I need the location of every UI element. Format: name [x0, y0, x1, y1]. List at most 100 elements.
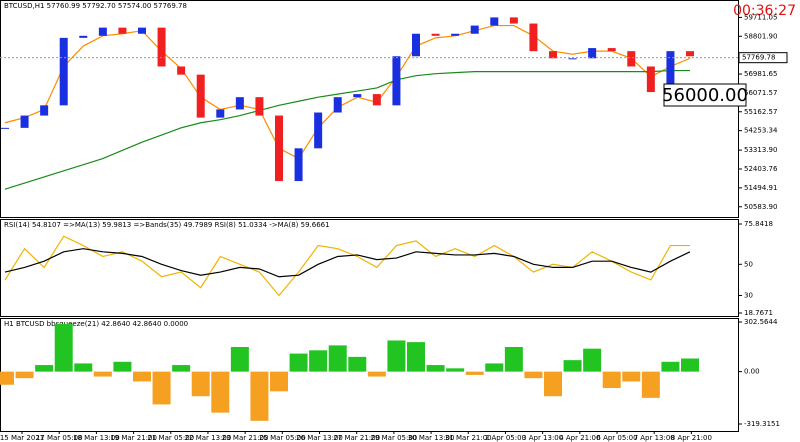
indicator-line — [4, 69, 690, 190]
x-tick-label: 15 Mar 2021 — [0, 434, 44, 442]
histogram-bar — [191, 371, 210, 397]
histogram-bar — [641, 371, 660, 398]
histogram-bar — [172, 365, 191, 372]
histogram-bar — [348, 356, 367, 372]
histogram-bar — [15, 371, 34, 379]
annotation: 56000.00 — [662, 85, 748, 106]
candle-body — [196, 74, 205, 118]
candle-body — [118, 27, 127, 34]
candle-body — [314, 112, 323, 149]
candle-body — [451, 33, 460, 36]
histogram-bar — [328, 345, 347, 372]
y-tick-label: 55162.57 — [744, 108, 777, 116]
x-tick-label: 3 Apr 13:00 — [522, 434, 563, 442]
histogram-bar — [367, 371, 386, 377]
x-tick-label: 30 Mar 13:00 — [408, 434, 455, 442]
y-tick-label: 18.7671 — [744, 309, 773, 317]
x-tick-label: 21 Mar 05:00 — [147, 434, 194, 442]
x-tick-label: 31 Mar 21:00 — [445, 434, 492, 442]
candle-body — [255, 97, 264, 116]
histogram-bar — [661, 361, 680, 372]
rsi-title: RSI(14) 54.8107 =>MA(13) 59.9813 =>Bands… — [4, 221, 330, 229]
x-tick-label: 22 Mar 13:00 — [185, 434, 232, 442]
candle-body — [235, 97, 244, 110]
candle-body — [490, 17, 499, 26]
histogram-bar — [250, 371, 269, 421]
x-tick-label: 7 Apr 13:00 — [634, 434, 675, 442]
x-tick-label: 2 Apr 05:00 — [485, 434, 526, 442]
candle-body — [59, 37, 68, 106]
candle-body — [568, 58, 577, 60]
histogram-bar — [289, 353, 308, 372]
y-tick-label: 59711.05 — [744, 13, 777, 21]
candle-body — [294, 148, 303, 182]
histogram-bar — [113, 361, 132, 372]
histogram-bar — [387, 340, 406, 372]
histogram-bar — [230, 347, 249, 372]
histogram-bar — [681, 358, 699, 372]
indicator-line — [4, 24, 691, 160]
x-tick-label: 6 Apr 05:00 — [596, 434, 637, 442]
x-tick-label: 27 Mar 21:00 — [333, 434, 380, 442]
y-tick-label: 50583.90 — [744, 203, 777, 211]
y-tick-label: 56071.57 — [744, 89, 777, 97]
candle-body — [275, 115, 283, 182]
candle-body — [138, 27, 146, 34]
y-tick-label: 51494.91 — [744, 184, 777, 192]
x-tick-label: 4 Apr 21:00 — [559, 434, 600, 442]
x-tick-label: 18 Mar 13:00 — [73, 434, 120, 442]
indicator-line — [4, 248, 691, 278]
histogram-bar — [446, 368, 465, 372]
candle-body — [549, 51, 557, 59]
candle-body — [157, 27, 166, 67]
candle-body — [216, 109, 225, 118]
histogram-bar — [622, 371, 641, 382]
candle-body — [98, 27, 107, 36]
candle-body — [509, 17, 518, 24]
histogram-bar — [602, 371, 621, 389]
rsi-panel — [0, 219, 739, 317]
candle-body — [353, 94, 362, 98]
x-tick-label: 25 Mar 05:00 — [259, 434, 306, 442]
histogram-bar — [504, 347, 523, 372]
histogram-bar — [563, 360, 582, 372]
candle-body — [372, 94, 381, 106]
y-tick-label: -319.3151 — [744, 420, 780, 428]
candle-body — [529, 23, 538, 52]
x-tick-label: 26 Mar 13:00 — [296, 434, 343, 442]
y-tick-label: 56981.65 — [744, 70, 777, 78]
y-tick-label: 53313.90 — [744, 146, 777, 154]
timer: 00:36:27 — [733, 3, 796, 19]
y-tick-label: 52403.76 — [744, 165, 778, 173]
histogram-bar — [544, 371, 562, 397]
candle-body — [666, 51, 675, 93]
histogram-bar — [133, 371, 151, 382]
histogram-bar — [407, 342, 425, 372]
x-tick-label: 19 Mar 21:00 — [110, 434, 157, 442]
chart-title: BTCUSD,H1 57760.99 57792.70 57574.00 577… — [4, 2, 187, 10]
y-tick-label: 0.00 — [744, 368, 760, 376]
histogram-title: H1 BTCUSD bbsqueeze(21) 42.8640 42.8640 … — [4, 320, 188, 328]
histogram-bar — [524, 371, 543, 379]
candle-body — [333, 97, 342, 113]
histogram-bar — [583, 348, 602, 372]
candle-body — [40, 105, 49, 116]
x-tick-label: 23 Mar 21:00 — [222, 434, 269, 442]
current-price-label: 57769.78 — [742, 54, 775, 62]
x-tick-label: 29 Mar 05:00 — [371, 434, 418, 442]
histogram-bar — [35, 365, 54, 372]
candle-body — [588, 48, 597, 59]
y-tick-label: 58801.90 — [744, 32, 777, 40]
y-tick-label: 302.5644 — [744, 318, 778, 326]
candle-body — [79, 35, 88, 38]
histogram-bar — [0, 371, 14, 385]
histogram-bar — [270, 371, 288, 392]
histogram-bar — [485, 363, 504, 372]
histogram-bar — [465, 371, 484, 375]
y-tick-label: 50 — [744, 260, 753, 268]
y-tick-label: 75.8418 — [744, 220, 773, 228]
x-tick-label: 17 Mar 05:00 — [36, 434, 83, 442]
price-panel — [0, 0, 739, 218]
candle-body — [1, 127, 9, 129]
